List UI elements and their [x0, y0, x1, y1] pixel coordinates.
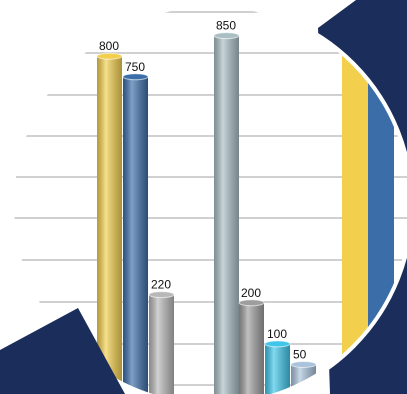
- bar-cap: [148, 291, 175, 299]
- bar-shade: [97, 56, 122, 394]
- bar-cap: [213, 32, 240, 40]
- value-label: 200: [241, 286, 261, 300]
- bar: [238, 299, 265, 394]
- circle-frame: [10, 3, 407, 394]
- bar-shade: [239, 302, 264, 394]
- value-label: 800: [99, 39, 119, 53]
- value-label: 750: [125, 60, 145, 74]
- bar-shade: [214, 35, 239, 394]
- bar-cap: [264, 340, 291, 348]
- bar: [264, 340, 291, 394]
- bar: [213, 32, 240, 394]
- bar: [122, 73, 149, 394]
- bar-cap: [96, 52, 123, 60]
- bar-shade: [123, 76, 148, 394]
- bar-cap: [122, 73, 149, 81]
- value-label: 50: [293, 347, 307, 361]
- value-label: 220: [151, 278, 171, 292]
- bar-shade: [265, 343, 290, 394]
- navy-shape: [0, 308, 125, 394]
- bar-cap: [238, 299, 265, 307]
- bar: [148, 291, 175, 394]
- value-label: 100: [267, 327, 287, 341]
- bar-cap: [290, 360, 317, 368]
- value-label: 850: [216, 19, 236, 33]
- bar-shade: [149, 294, 174, 394]
- bar: [96, 52, 123, 394]
